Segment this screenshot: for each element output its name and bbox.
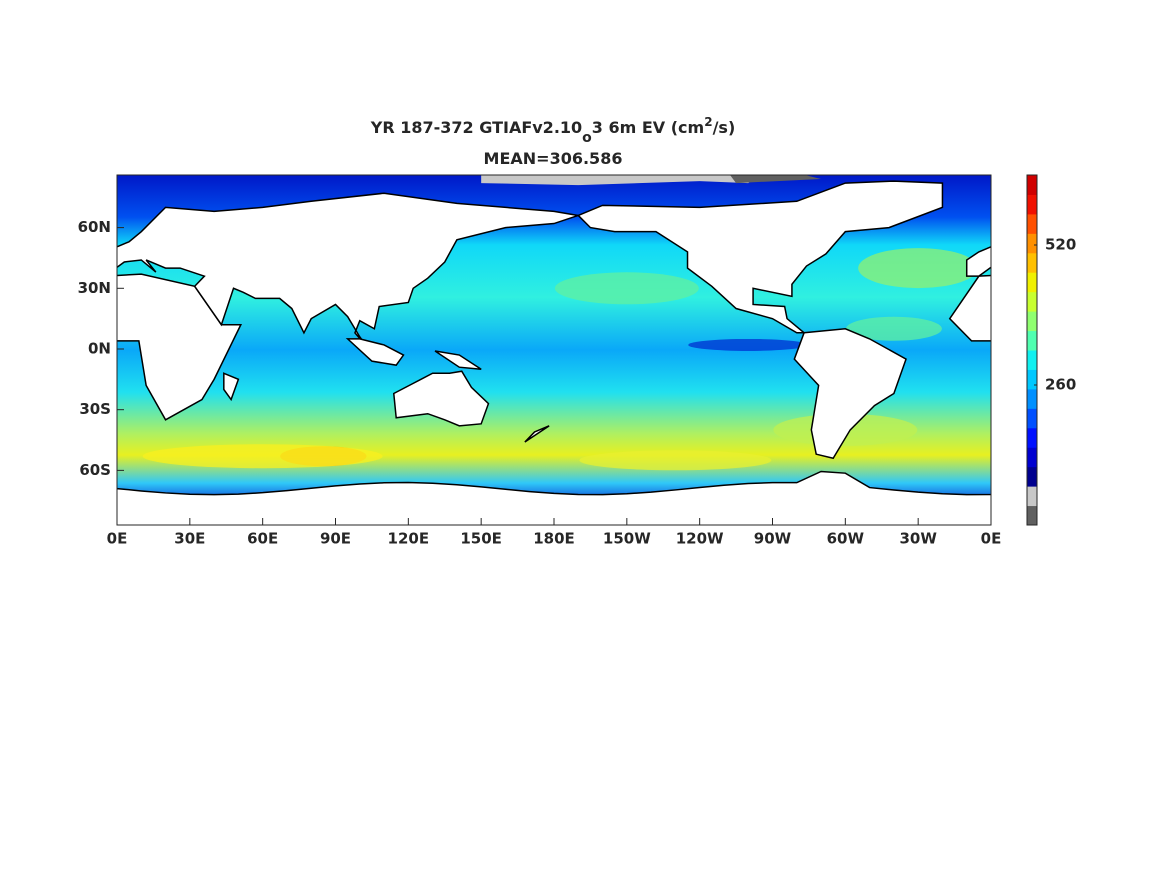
land: [793, 327, 907, 460]
ocean-feature: [845, 316, 942, 341]
x-tick-label: 0E: [981, 530, 1002, 548]
title: YR 187-372 GTIAFv2.10o3 6m EV (cm2/s): [370, 115, 736, 146]
x-tick-label: 120E: [388, 530, 430, 548]
land: [434, 350, 482, 370]
y-tick-label: 60N: [78, 218, 111, 236]
x-tick-label: 0E: [107, 530, 128, 548]
title-subscript: o: [582, 130, 592, 146]
colorbar-swatch: [1027, 194, 1037, 215]
colorbar-swatch: [1027, 330, 1037, 351]
colorbar-swatch: [1027, 213, 1037, 234]
land: [117, 192, 579, 348]
x-tick-label: 150E: [460, 530, 502, 548]
y-tick-label: 60S: [79, 461, 111, 479]
map: [117, 175, 1113, 525]
x-tick-label: 90W: [754, 530, 792, 548]
land: [524, 425, 550, 443]
land: [965, 246, 991, 277]
land: [345, 338, 405, 366]
ocean-feature: [142, 444, 383, 469]
colorbar: 260 520: [1026, 174, 1076, 526]
colorbar-swatch: [1027, 233, 1037, 254]
title-superscript: 2: [704, 115, 712, 129]
x-tick-label: 60W: [827, 530, 865, 548]
colorbar-swatch: [1027, 175, 1037, 195]
land: [392, 370, 490, 427]
colorbar-frame: [1026, 174, 1038, 526]
land: [117, 273, 243, 421]
ocean-feature: [579, 450, 772, 471]
colorbar-tick-label: 260: [1045, 376, 1076, 394]
land: [948, 274, 991, 342]
x-tick-label: 120W: [676, 530, 724, 548]
colorbar-swatch: [1027, 252, 1037, 273]
sea-ice: [730, 175, 822, 184]
x-tick-label: 60E: [247, 530, 278, 548]
x-tick-label: 30W: [899, 530, 937, 548]
colorbar-swatch: [1027, 505, 1037, 526]
antarctica: [117, 470, 991, 525]
x-tick-label: 90E: [320, 530, 351, 548]
colorbar-swatch: [1027, 466, 1037, 487]
land: [1098, 373, 1113, 399]
land: [576, 180, 944, 334]
colorbar-swatch: [1027, 311, 1037, 332]
x-tick-label: 180E: [533, 530, 575, 548]
colorbar-swatch: [1027, 388, 1037, 409]
colorbar-swatch: [1027, 408, 1037, 429]
title-part: /s): [713, 118, 736, 137]
colorbar-tick-label: 520: [1045, 236, 1076, 254]
colorbar-swatch: [1027, 291, 1037, 312]
y-tick-label: 30S: [79, 400, 111, 418]
colorbar-swatch: [1027, 369, 1037, 390]
subtitle: MEAN=306.586: [484, 149, 623, 168]
y-tick-label: 30N: [78, 279, 111, 297]
colorbar-swatch: [1027, 447, 1037, 468]
title-part: YR 187-372 GTIAFv2.10: [370, 118, 582, 137]
x-tick-label: 150W: [603, 530, 651, 548]
x-tick-label: 30E: [174, 530, 205, 548]
colorbar-swatch: [1027, 272, 1037, 293]
y-tick-label: 0N: [88, 339, 111, 357]
title-part: 3 6m EV (cm: [592, 118, 704, 137]
ocean-feature: [554, 272, 699, 305]
ocean-feature: [688, 338, 809, 351]
colorbar-swatch: [1027, 427, 1037, 448]
land: [223, 372, 240, 402]
ocean-feature: [858, 248, 979, 289]
sea-ice: [481, 175, 761, 186]
colorbar-swatch: [1027, 350, 1037, 370]
colorbar-swatch: [1027, 486, 1037, 507]
